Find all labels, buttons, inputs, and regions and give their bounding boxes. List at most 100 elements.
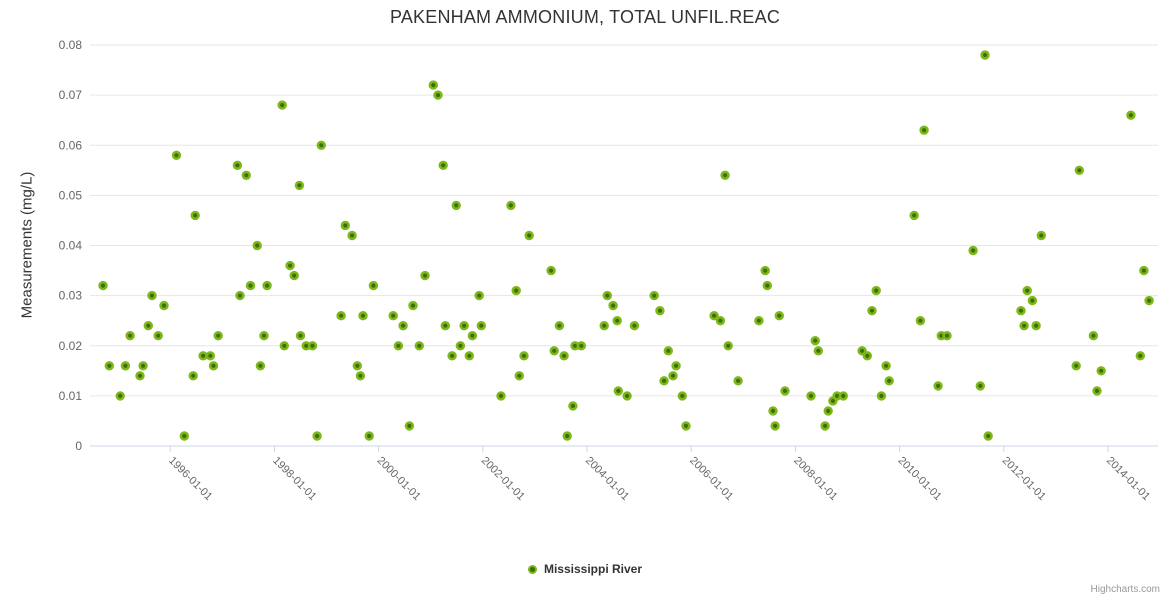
data-point[interactable] [562,431,572,441]
data-point[interactable] [414,341,424,351]
data-point[interactable] [649,290,659,301]
data-point[interactable] [340,220,350,231]
data-point[interactable] [810,336,820,346]
data-point[interactable] [294,180,305,191]
data-point[interactable] [368,280,379,291]
data-point[interactable] [1027,295,1038,306]
data-point[interactable] [720,170,730,181]
data-point[interactable] [780,386,790,396]
data-point[interactable] [259,331,269,341]
data-point[interactable] [447,351,457,361]
data-point[interactable] [408,300,418,311]
data-point[interactable] [347,230,357,241]
data-point[interactable] [820,421,830,431]
data-point[interactable] [519,351,529,361]
data-point[interactable] [506,200,516,211]
data-point[interactable] [262,280,272,291]
data-point[interactable] [909,210,919,221]
data-point[interactable] [208,361,219,371]
data-point[interactable] [153,331,163,341]
data-point[interactable] [871,285,881,296]
data-point[interactable] [723,341,733,351]
data-point[interactable] [613,386,623,396]
data-point[interactable] [438,160,448,171]
data-point[interactable] [143,321,154,331]
data-point[interactable] [663,346,673,356]
data-point[interactable] [398,321,408,331]
data-point[interactable] [171,150,182,161]
data-point[interactable] [464,351,474,361]
data-point[interactable] [770,421,780,431]
data-point[interactable] [98,280,108,291]
data-point[interactable] [524,230,534,241]
data-point[interactable] [629,321,640,331]
data-point[interactable] [316,140,326,151]
data-point[interactable] [179,431,190,441]
data-point[interactable] [198,351,208,361]
data-point[interactable] [867,306,877,316]
data-point[interactable] [125,331,135,341]
data-point[interactable] [568,401,578,411]
highcharts-credit-link[interactable]: Highcharts.com [1090,584,1160,595]
data-point[interactable] [1126,110,1136,120]
data-point[interactable] [671,361,681,371]
data-point[interactable] [546,265,556,276]
data-point[interactable] [612,316,622,326]
data-point[interactable] [336,311,346,321]
data-point[interactable] [428,80,438,90]
data-point[interactable] [919,125,929,135]
data-point[interactable] [968,245,978,256]
data-point[interactable] [602,290,612,301]
data-point[interactable] [388,311,398,321]
data-point[interactable] [467,331,478,341]
data-point[interactable] [823,406,833,416]
data-point[interactable] [857,346,867,356]
data-point[interactable] [1022,285,1032,296]
data-point[interactable] [876,391,887,401]
data-point[interactable] [352,361,362,371]
data-point[interactable] [120,361,131,371]
data-point[interactable] [881,361,891,371]
data-point[interactable] [255,361,266,371]
data-point[interactable] [681,421,691,431]
data-point[interactable] [1088,331,1099,341]
data-point[interactable] [554,321,565,331]
data-point[interactable] [1092,386,1102,396]
data-point[interactable] [1019,321,1029,331]
data-point[interactable] [942,331,952,341]
data-point[interactable] [733,376,743,386]
data-point[interactable] [459,321,469,331]
data-point[interactable] [862,351,872,361]
data-point[interactable] [440,321,450,331]
data-point[interactable] [1144,295,1154,306]
data-point[interactable] [159,300,169,311]
data-point[interactable] [476,321,486,331]
data-point[interactable] [915,316,926,326]
data-point[interactable] [655,306,665,316]
data-point[interactable] [677,391,687,401]
data-point[interactable] [980,50,990,60]
data-point[interactable] [364,431,374,441]
data-point[interactable] [277,100,287,110]
data-point[interactable] [138,361,148,371]
data-point[interactable] [1139,265,1149,276]
data-point[interactable] [147,290,157,301]
legend-item-mississippi-river[interactable]: Mississippi River [0,562,1170,576]
data-point[interactable] [213,331,223,341]
data-point[interactable] [420,270,430,281]
data-point[interactable] [608,300,618,311]
data-point[interactable] [715,316,726,326]
data-point[interactable] [768,406,778,416]
data-point[interactable] [709,311,719,321]
data-point[interactable] [474,290,484,301]
data-point[interactable] [104,361,115,371]
data-point[interactable] [312,431,322,441]
data-point[interactable] [295,331,306,341]
data-point[interactable] [307,341,318,351]
data-point[interactable] [806,391,816,401]
data-point[interactable] [285,260,295,271]
data-point[interactable] [496,391,506,401]
data-point[interactable] [235,290,245,301]
data-point[interactable] [762,280,772,291]
data-point[interactable] [1096,366,1106,376]
